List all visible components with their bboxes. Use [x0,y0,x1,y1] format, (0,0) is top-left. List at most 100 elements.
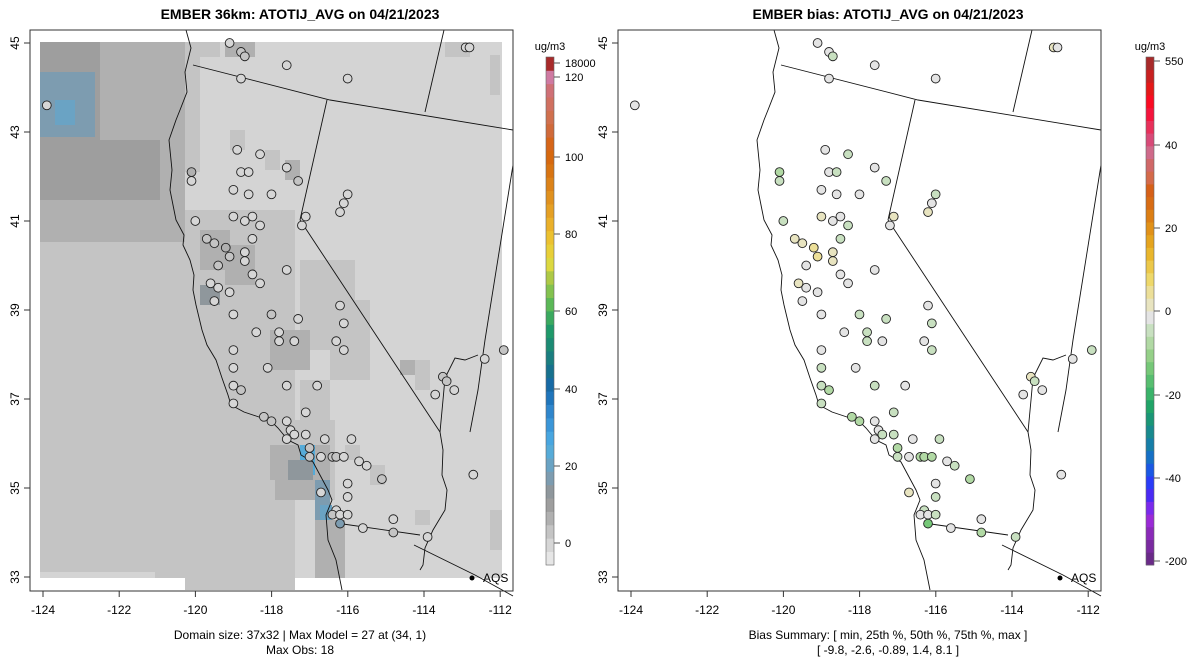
site-marker [186,167,197,177]
site-marker [789,233,800,244]
colorbar-segment [546,524,554,539]
left-caption-line2: Max Obs: 18 [265,643,335,657]
colorbar-segment [546,244,554,258]
site-marker [900,380,911,391]
site-marker [888,211,899,222]
colorbar-segment [1146,476,1154,490]
site-marker [831,189,842,200]
y-tick-label: 33 [596,570,610,584]
site-marker [255,278,265,289]
site-marker [213,282,224,293]
colorbar-segment [1146,69,1154,83]
site-marker [869,162,880,173]
x-tick-label: -112 [1077,603,1100,617]
grid-cell [185,42,200,172]
colorbar-segment [546,284,554,299]
grid-cell [40,242,185,322]
colorbar-segment [1146,298,1154,312]
site-marker [946,523,956,533]
site-marker [464,42,475,53]
nevada-utah-border [469,164,514,433]
site-marker [930,478,941,489]
site-marker [209,238,220,249]
colorbar-tick-label: -20 [1165,390,1181,402]
site-marker [41,100,52,111]
site-marker [228,211,239,222]
colorbar-tick-label: 40 [1165,140,1177,152]
site-marker [224,38,235,48]
colorbar-tick-label: 60 [565,306,577,318]
site-marker [926,318,937,329]
y-tick-label: 43 [8,125,22,139]
x-tick-label: -116 [924,603,947,617]
site-marker [774,176,785,186]
site-marker [281,265,292,275]
site-marker [869,265,880,275]
grid-cell [415,510,430,525]
site-marker [228,345,239,355]
colorbar-tick-label: 40 [565,384,577,396]
grid-cell [265,150,280,170]
site-marker [243,167,254,177]
colorbar-segment [1146,311,1154,325]
grid-cell [225,245,255,285]
colorbar-segment [1146,222,1154,236]
colorbar-tick-label: 18000 [565,58,596,70]
site-marker [338,452,349,462]
colorbar-segment [546,391,554,405]
site-marker [342,189,353,200]
site-marker [274,327,284,338]
site-marker [892,443,903,453]
colorado-river [419,431,448,571]
y-tick-label: 41 [8,214,22,228]
colorbar-segment [1146,539,1154,553]
site-marker [228,309,239,320]
site-marker [262,363,273,373]
colorbar-segment [1146,349,1154,363]
site-marker [835,233,846,244]
site-marker [312,380,323,391]
colorbar-segment [546,324,554,339]
x-tick-label: -114 [412,603,435,617]
site-marker [965,474,975,484]
site-marker [801,282,812,293]
site-marker [239,256,250,266]
colorbar-tick-label: 0 [565,538,571,550]
site-marker [926,452,937,462]
site-marker [835,211,846,222]
site-marker [926,198,937,209]
site-marker [1086,345,1097,355]
site-marker [843,149,853,160]
colorbar-segment [546,217,554,232]
site-marker [335,300,345,311]
site-marker [831,167,842,177]
grid-cell [40,140,160,200]
colorbar-segment [1146,95,1154,109]
colorbar-segment [1146,247,1154,261]
colorbar-segment [1146,184,1154,198]
colorbar-segment [546,177,554,192]
site-marker [377,474,387,484]
site-marker [816,211,827,222]
idaho-oregon-border [1012,29,1033,113]
site-marker [888,407,899,418]
california-arizona-border [335,522,421,536]
site-marker [201,233,212,244]
colorbar-segment [546,458,554,472]
site-marker [1029,376,1040,387]
colorbar-segment [546,230,554,245]
site-marker [300,211,311,222]
x-tick-label: -114 [1000,603,1023,617]
site-marker [919,336,930,347]
colorbar-segment [546,70,554,85]
colorbar-segment [546,351,554,365]
colorbar-segment [1146,158,1154,172]
colorbar-tick-label: -40 [1165,473,1181,485]
site-marker [259,411,269,422]
y-tick-label: 35 [8,481,22,495]
colorbar-segment [1146,399,1154,413]
colorbar-tick-label: 100 [565,152,583,164]
colorbar-segment [1146,285,1154,299]
site-marker [293,314,303,324]
colorbar-segment [546,83,554,98]
